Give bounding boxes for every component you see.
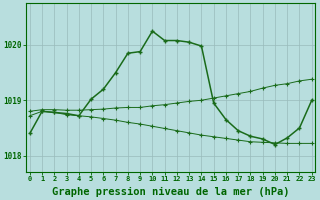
X-axis label: Graphe pression niveau de la mer (hPa): Graphe pression niveau de la mer (hPa) xyxy=(52,186,290,197)
